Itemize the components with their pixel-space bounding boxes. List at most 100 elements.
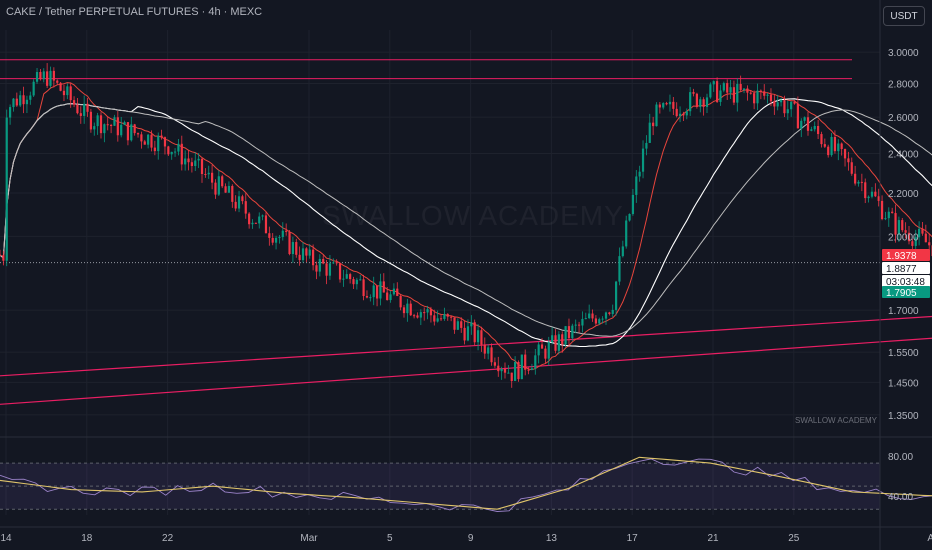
candle-body xyxy=(19,95,22,106)
candle-body xyxy=(386,292,389,301)
candle xyxy=(399,294,402,311)
candle-body xyxy=(907,232,911,242)
watermark-small: SWALLOW ACADEMY xyxy=(795,416,877,425)
candle xyxy=(214,179,217,199)
y-tick-label: 1.5500 xyxy=(888,348,919,359)
candle xyxy=(817,119,820,140)
candle-body xyxy=(355,279,358,285)
candle-body xyxy=(338,263,342,280)
candle xyxy=(39,69,42,81)
candle-body xyxy=(645,142,648,149)
candle-body xyxy=(500,369,503,372)
candle-body xyxy=(584,318,587,320)
candle-body xyxy=(561,334,564,345)
rsi-tick-label: 80.00 xyxy=(888,452,913,463)
x-tick-label: 14 xyxy=(0,533,12,544)
candle-body xyxy=(59,82,62,91)
candle xyxy=(577,321,581,333)
candle xyxy=(837,139,840,161)
candle xyxy=(190,157,193,173)
candle xyxy=(591,309,594,322)
candle xyxy=(732,80,736,106)
candle-body xyxy=(567,326,571,339)
candle-body xyxy=(322,258,325,264)
candle-body xyxy=(736,84,739,103)
candle xyxy=(318,254,321,277)
candle xyxy=(551,327,554,345)
candle-body xyxy=(877,196,880,201)
candle-body xyxy=(540,344,544,349)
candle-body xyxy=(291,242,294,255)
candle xyxy=(918,221,921,246)
candle xyxy=(487,344,490,360)
x-tick-label: 21 xyxy=(707,533,719,544)
candle-body xyxy=(901,220,904,231)
candle xyxy=(891,207,894,214)
x-tick-label: 9 xyxy=(468,533,474,544)
y-tick-label: 1.4500 xyxy=(888,378,919,389)
candle-body xyxy=(759,90,762,92)
candle xyxy=(237,190,241,213)
candle-body xyxy=(56,80,59,83)
candle xyxy=(382,273,385,293)
candle-body xyxy=(699,99,702,107)
candle-body xyxy=(850,162,853,174)
candle xyxy=(510,372,513,388)
time-axis: 141822Mar5913172125Apr5913172125May59 xyxy=(0,526,932,544)
candle-body xyxy=(887,211,890,219)
candle xyxy=(248,212,251,229)
candle xyxy=(386,286,389,301)
candle xyxy=(652,116,655,136)
candle xyxy=(423,307,426,321)
candle-body xyxy=(783,100,786,114)
candle-body xyxy=(426,309,429,313)
candle xyxy=(820,131,823,148)
candle xyxy=(483,337,486,359)
candle-body xyxy=(9,107,12,118)
candle xyxy=(288,230,291,256)
price-axis: 3.0000 2.8000 2.6000 2.4000 2.2000 2.0000 1.70… xyxy=(879,0,919,550)
currency-button[interactable]: USDT xyxy=(883,6,925,26)
candle-body xyxy=(921,228,924,234)
candle-body xyxy=(551,335,554,343)
price-label-text: 1.9378 xyxy=(886,251,917,262)
candle xyxy=(786,100,789,120)
candle-body xyxy=(15,98,18,106)
candle xyxy=(5,109,8,267)
candle xyxy=(810,126,813,132)
candle-body xyxy=(254,222,257,224)
rsi-panel: 80.00 40.00 xyxy=(0,436,932,512)
candle-body xyxy=(843,149,847,159)
candle xyxy=(456,318,459,331)
candle xyxy=(527,367,530,375)
candle-body xyxy=(136,133,140,135)
candle xyxy=(453,317,456,334)
candle-body xyxy=(362,279,365,297)
candle xyxy=(621,240,624,258)
candle-body xyxy=(860,181,863,183)
candle-body xyxy=(72,100,76,105)
candle-body xyxy=(147,134,150,145)
candle-body xyxy=(786,109,789,114)
candle xyxy=(806,111,810,136)
candle xyxy=(847,151,850,171)
candle xyxy=(325,260,328,285)
candle-body xyxy=(274,237,278,243)
candle xyxy=(611,304,614,317)
candle-body xyxy=(187,158,190,163)
candle-body xyxy=(237,196,241,209)
candle xyxy=(813,121,816,132)
candle xyxy=(779,97,783,107)
candle-body xyxy=(689,92,692,112)
candle xyxy=(803,116,806,124)
candle-body xyxy=(167,146,170,155)
candle xyxy=(490,343,493,366)
candle xyxy=(49,66,52,88)
candle-body xyxy=(803,117,806,121)
candle xyxy=(439,314,443,322)
candle xyxy=(783,95,786,117)
x-tick-label: Apr xyxy=(927,533,932,544)
candle-body xyxy=(406,303,409,314)
candle xyxy=(120,116,123,138)
